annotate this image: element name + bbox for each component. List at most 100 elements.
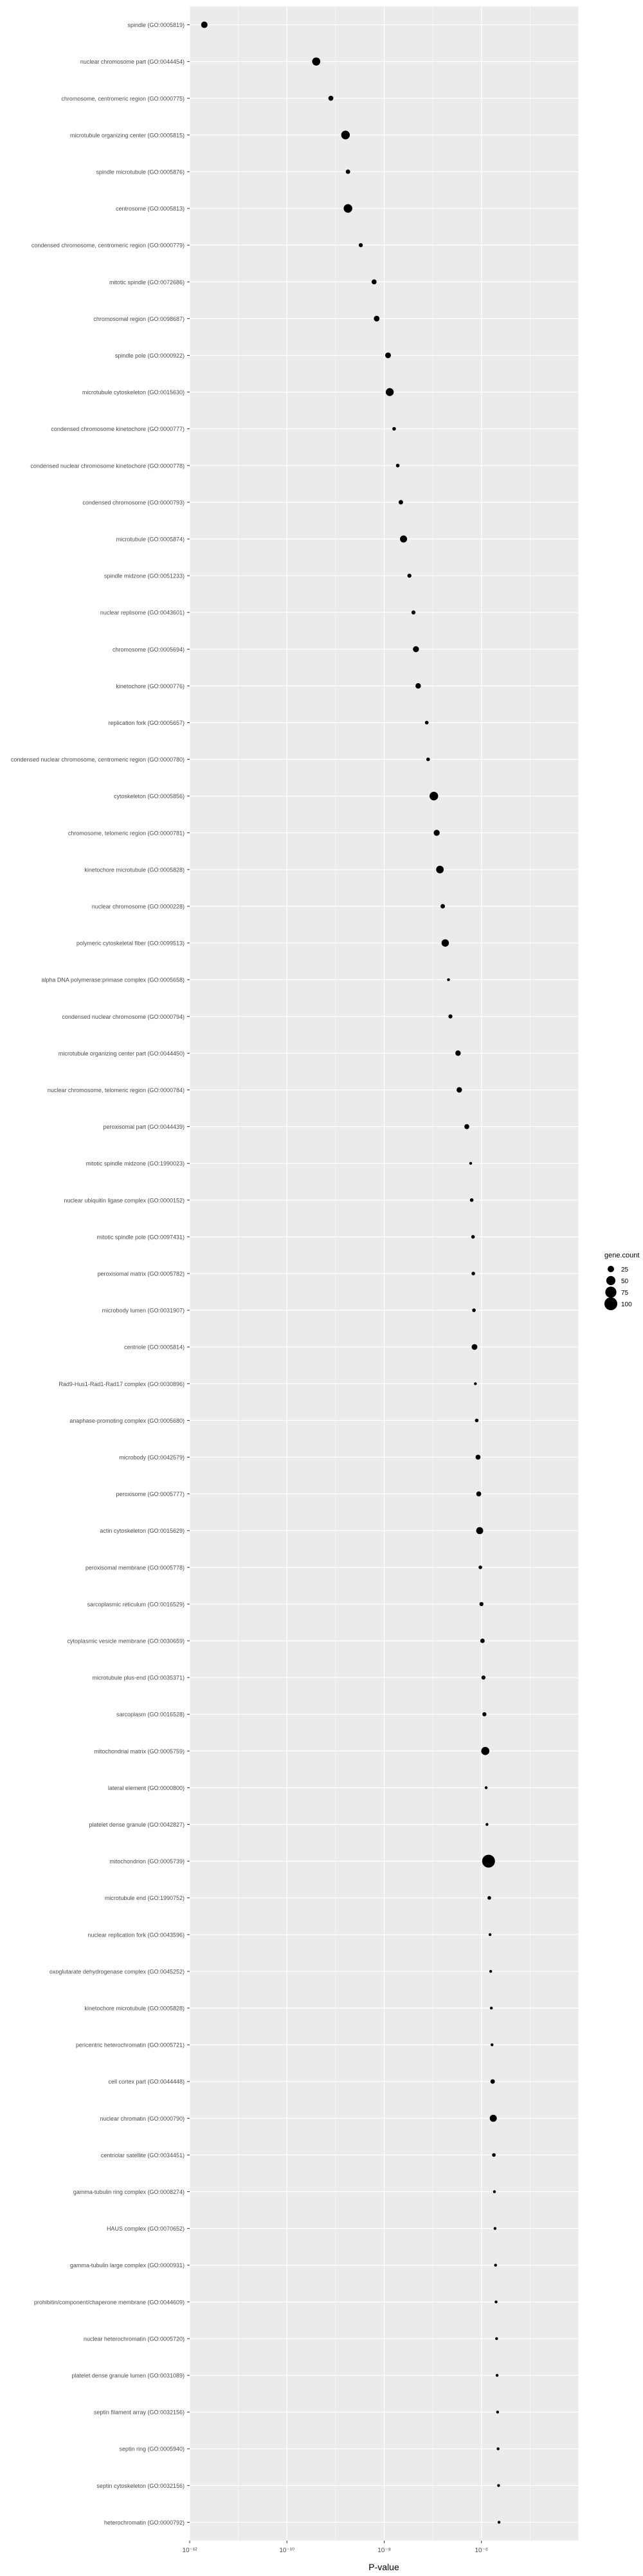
data-point: [411, 610, 416, 615]
category-label: condensed nuclear chromosome kinetochore…: [30, 462, 185, 469]
legend-key-label: 50: [621, 1278, 629, 1285]
category-label: pericentric heterochromatin (GO:0005721): [76, 2042, 185, 2049]
data-point: [392, 426, 396, 431]
category-label: microtubule cytoskeleton (GO:0015630): [82, 389, 185, 396]
legend: gene.count 25 50 75 100: [604, 1252, 639, 1310]
data-point: [490, 2079, 495, 2084]
category-label: cytoplasmic vesicle membrane (GO:0030659…: [67, 1638, 185, 1645]
data-point: [481, 1675, 486, 1680]
legend-key-label: 75: [621, 1290, 629, 1297]
data-point: [447, 978, 450, 982]
category-label: nuclear replication fork (GO:0043596): [87, 1932, 185, 1938]
data-point: [489, 1969, 493, 1973]
data-point: [474, 1382, 477, 1385]
category-label: peroxisomal membrane (GO:0005778): [86, 1564, 185, 1571]
category-label: microbody (GO:0042579): [119, 1454, 185, 1461]
data-point: [496, 2410, 500, 2414]
category-label: peroxisomal matrix (GO:0005782): [97, 1271, 185, 1277]
category-label: prohibitin/component/chaperone membrane …: [34, 2299, 185, 2305]
legend-key-label: 100: [621, 1301, 632, 1308]
data-point: [495, 2337, 498, 2341]
data-point: [480, 1638, 485, 1643]
category-label: microtubule plus-end (GO:0035371): [92, 1675, 185, 1681]
data-point: [478, 1565, 482, 1569]
data-point: [343, 204, 352, 213]
category-label: mitotic spindle pole (GO:0097431): [96, 1234, 185, 1240]
legend-key-label: 25: [621, 1266, 629, 1274]
data-point: [455, 1050, 461, 1056]
category-label: platelet dense granule (GO:0042827): [89, 1822, 185, 1828]
data-point: [472, 1308, 476, 1312]
category-label: cell cortex part (GO:0044448): [108, 2079, 185, 2085]
data-point: [489, 2114, 497, 2122]
category-label: gamma-tubulin ring complex (GO:0008274): [73, 2189, 185, 2195]
legend-key-symbol: [605, 1286, 617, 1298]
category-label: kinetochore microtubule (GO:0005828): [84, 2005, 185, 2012]
category-label: chromosome (GO:0005694): [113, 646, 185, 653]
category-label: microtubule organizing center (GO:000581…: [70, 132, 185, 138]
category-label: actin cytoskeleton (GO:0015629): [100, 1528, 185, 1534]
data-point: [492, 2153, 496, 2157]
category-label: mitochondrial matrix (GO:0005759): [94, 1748, 185, 1755]
x-tick-label: 10⁻¹⁰: [279, 2547, 294, 2554]
data-point: [475, 1454, 481, 1460]
category-label: spindle (GO:0005819): [127, 22, 185, 28]
data-point: [407, 573, 412, 578]
legend-key-symbol: [608, 1266, 614, 1272]
data-point: [487, 1895, 491, 1900]
data-point: [371, 279, 377, 285]
data-point: [476, 1491, 482, 1497]
category-label: peroxisome (GO:0005777): [116, 1491, 185, 1497]
category-label: chromosome, centromeric region (GO:00007…: [61, 95, 185, 102]
data-point: [497, 2484, 500, 2487]
category-labels: spindle (GO:0005819) nuclear chromosome p…: [11, 22, 190, 2526]
category-label: nuclear heterochromatin (GO:0005720): [84, 2335, 185, 2342]
data-point: [481, 1746, 490, 1755]
category-label: platelet dense granule lumen (GO:0031089…: [71, 2373, 185, 2379]
data-point: [482, 1854, 495, 1868]
data-point: [385, 388, 394, 396]
legend-title: gene.count: [604, 1252, 639, 1259]
data-point: [494, 2263, 497, 2267]
data-point: [400, 535, 408, 543]
x-tick-label: 10⁻⁶: [475, 2547, 488, 2554]
data-points: [201, 21, 501, 2524]
data-point: [312, 57, 321, 66]
category-label: spindle microtubule (GO:0005876): [96, 169, 185, 175]
category-label: condensed chromosome (GO:0000793): [82, 499, 185, 506]
category-label: microbody lumen (GO:0031907): [102, 1308, 185, 1314]
data-point: [476, 1527, 484, 1535]
data-point: [488, 1933, 492, 1937]
category-label: lateral element (GO:0000800): [108, 1785, 185, 1791]
category-label: nuclear chromosome, telomeric region (GO…: [48, 1087, 185, 1093]
data-point: [493, 2227, 497, 2230]
data-point: [341, 131, 350, 140]
data-point: [471, 1344, 478, 1350]
data-point: [358, 242, 363, 248]
data-point: [424, 720, 429, 725]
category-label: microtubule organizing center part (GO:0…: [59, 1050, 185, 1057]
data-point: [457, 1087, 462, 1093]
category-label: chromosome, telomeric region (GO:0000781…: [68, 830, 185, 836]
data-point: [494, 2300, 498, 2304]
category-label: gamma-tubulin large complex (GO:0000931): [70, 2262, 185, 2269]
category-label: condensed nuclear chromosome, centromeri…: [11, 756, 185, 763]
category-label: cytoskeleton (GO:0005856): [114, 793, 185, 799]
data-point: [385, 352, 391, 358]
data-point: [201, 21, 208, 28]
data-point: [482, 1712, 487, 1717]
category-label: microtubule end (GO:1990752): [105, 1895, 185, 1901]
legend-key-symbol: [604, 1297, 617, 1310]
category-label: microtubule (GO:0005874): [116, 536, 185, 542]
data-point: [475, 1418, 479, 1423]
category-label: kinetochore microtubule (GO:0005828): [84, 866, 185, 873]
category-label: sarcoplasmic reticulum (GO:0016529): [87, 1601, 185, 1607]
data-point: [493, 2190, 496, 2193]
category-label: nuclear chromatin (GO:0000790): [100, 2115, 185, 2122]
category-label: mitotic spindle (GO:0072686): [109, 279, 185, 286]
category-label: nuclear chromosome (GO:0000228): [92, 903, 185, 909]
x-axis-title: P-value: [368, 2562, 399, 2572]
category-label: spindle pole (GO:0000922): [115, 352, 185, 359]
category-label: chromosomal region (GO:0098687): [93, 316, 185, 322]
